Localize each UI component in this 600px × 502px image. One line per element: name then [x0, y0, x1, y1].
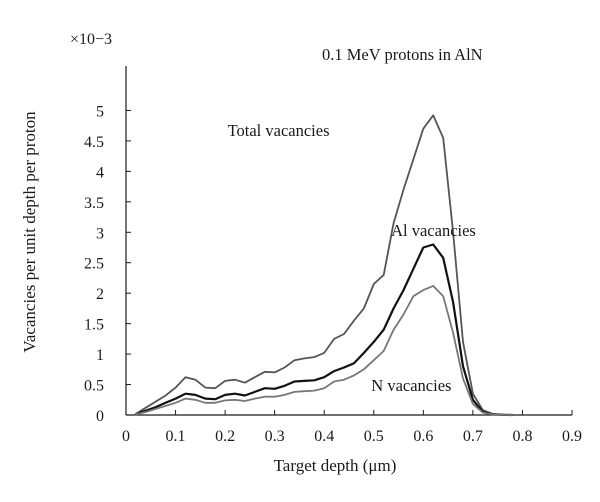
- x-axis-label: Target depth (μm): [274, 456, 397, 475]
- y-tick-label: 2.5: [84, 256, 104, 273]
- annotation-total-vacancies: Total vacancies: [228, 121, 330, 140]
- annotation-n-vacancies: N vacancies: [371, 376, 451, 395]
- x-tick-label: 0.7: [463, 428, 483, 445]
- y-multiplier-label: ×10−3: [70, 31, 112, 48]
- y-tick-label: 1: [96, 347, 104, 364]
- y-axis-label: Vacancies per unit depth per proton: [20, 111, 39, 353]
- x-axis-ticks: 0 0.1 0.2 0.3 0.4 0.5 0.6 0.7 0.8 0.9: [122, 410, 582, 445]
- series-line-al-vacancies: [134, 243, 514, 417]
- y-tick-label: 0.5: [84, 378, 104, 395]
- y-tick-label: 3.5: [84, 195, 104, 212]
- y-tick-label: 3: [96, 225, 104, 242]
- x-tick-label: 0.1: [166, 428, 186, 445]
- series-line-total-vacancies: [134, 114, 514, 416]
- x-tick-label: 0.8: [512, 428, 532, 445]
- y-tick-label: 1.5: [84, 317, 104, 334]
- x-tick-label: 0: [122, 428, 130, 445]
- x-tick-label: 0.5: [364, 428, 384, 445]
- x-tick-label: 0.6: [413, 428, 433, 445]
- x-tick-label: 0.3: [265, 428, 285, 445]
- y-tick-label: 5: [96, 103, 104, 120]
- x-tick-label: 0.2: [215, 428, 235, 445]
- x-tick-label: 0.4: [314, 428, 334, 445]
- chart-title: 0.1 MeV protons in AlN: [322, 45, 483, 64]
- annotation-layer: Total vacancies Al vacancies N vacancies: [228, 121, 476, 395]
- series-layer: [134, 114, 514, 417]
- annotation-al-vacancies: Al vacancies: [391, 221, 476, 240]
- x-tick-label: 0.9: [562, 428, 582, 445]
- y-tick-label: 0: [96, 408, 104, 425]
- y-axis-ticks: 0 0.5 1 1.5 2 2.5 3 3.5 4 4.5 5: [84, 103, 131, 425]
- y-tick-label: 4: [96, 164, 104, 181]
- series-line-n-vacancies: [134, 284, 514, 416]
- y-tick-label: 2: [96, 286, 104, 303]
- y-tick-label: 4.5: [84, 134, 104, 151]
